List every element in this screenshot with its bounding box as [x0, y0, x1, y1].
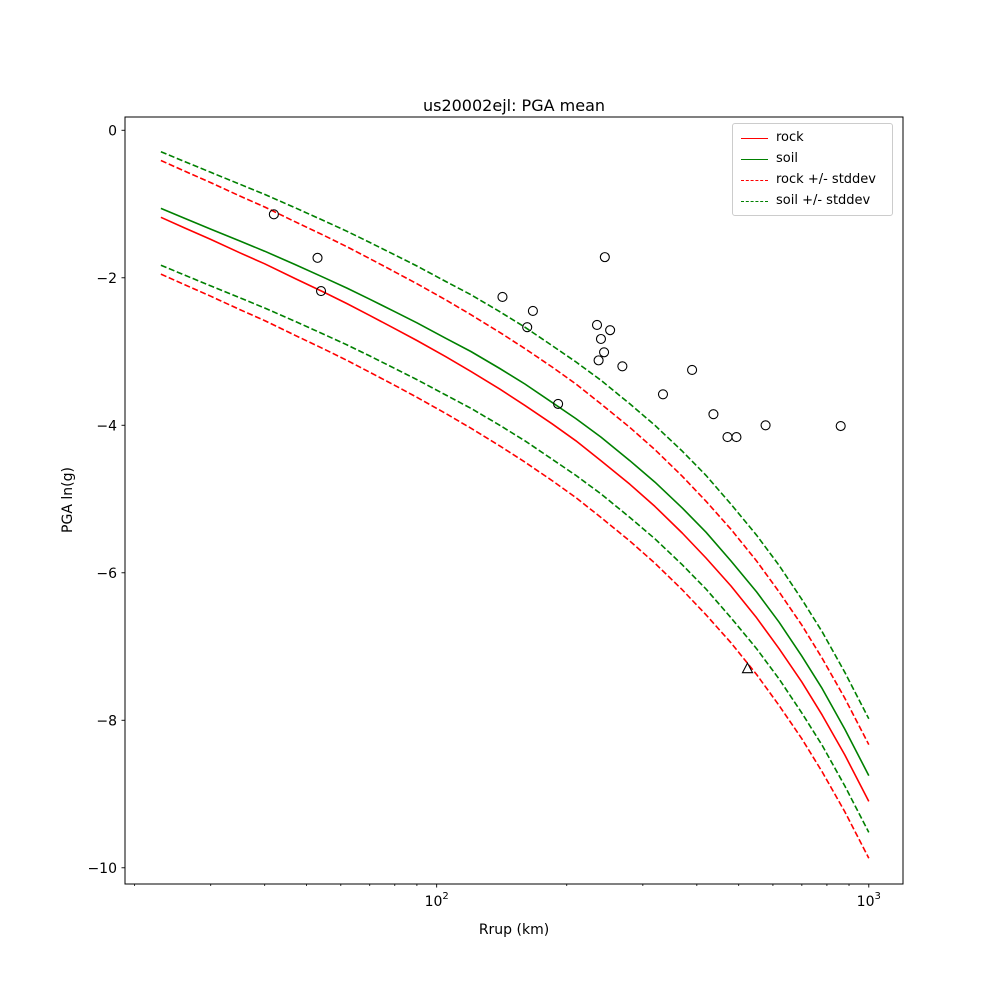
- svg-text:103: 103: [857, 891, 881, 910]
- legend-label: soil +/- stddev: [776, 193, 871, 208]
- legend-item-rock: rock: [741, 130, 884, 146]
- legend-label: rock +/- stddev: [776, 172, 876, 187]
- svg-text:−4: −4: [96, 418, 117, 434]
- svg-text:−2: −2: [96, 271, 117, 287]
- x-axis-label: Rrup (km): [478, 922, 550, 938]
- svg-text:−10: −10: [87, 861, 117, 877]
- soil-stddev-line-sample: [741, 200, 768, 202]
- legend-label: rock: [776, 130, 804, 145]
- legend-item-soil: soil: [741, 151, 884, 167]
- legend-item-soil-stddev: soil +/- stddev: [741, 193, 884, 209]
- svg-text:102: 102: [425, 891, 449, 910]
- legend-item-rock-stddev: rock +/- stddev: [741, 172, 884, 188]
- rock-line-sample: [741, 137, 768, 139]
- soil-line-sample: [741, 158, 768, 160]
- svg-text:0: 0: [108, 123, 117, 139]
- svg-text:−8: −8: [96, 713, 117, 729]
- chart-title: us20002ejl: PGA mean: [422, 96, 606, 115]
- legend-label: soil: [776, 151, 798, 166]
- legend: rock soil rock +/- stddev soil +/- stdde…: [732, 123, 893, 216]
- svg-text:−6: −6: [96, 566, 117, 582]
- rock-stddev-line-sample: [741, 179, 768, 181]
